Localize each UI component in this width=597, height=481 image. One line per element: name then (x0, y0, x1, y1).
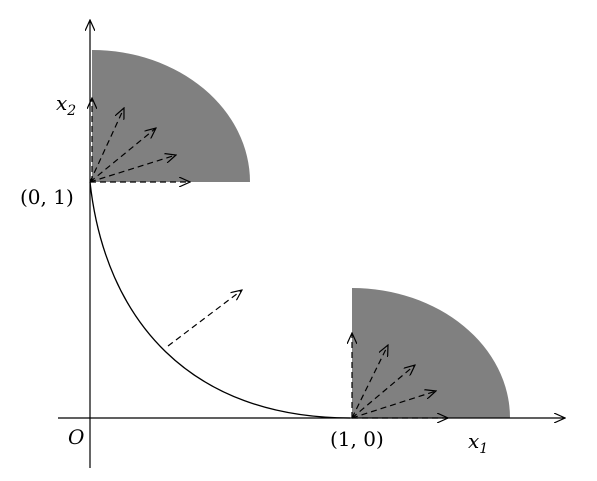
label-base: x (56, 91, 67, 115)
cone-region (92, 50, 250, 182)
normal-arrow (167, 290, 242, 347)
point-label: (0, 1) (20, 185, 74, 209)
origin-label: O (68, 425, 84, 449)
curve (89, 181, 351, 419)
label-subscript: 1 (479, 441, 488, 457)
y-axis-label: x2 (56, 91, 76, 119)
label-subscript: 2 (66, 103, 76, 119)
direction-arrows (352, 333, 448, 418)
direction-arrows (90, 98, 190, 182)
label-base: x (468, 429, 479, 453)
point-label: (1, 0) (330, 427, 384, 451)
x-axis-label: x1 (468, 429, 488, 457)
